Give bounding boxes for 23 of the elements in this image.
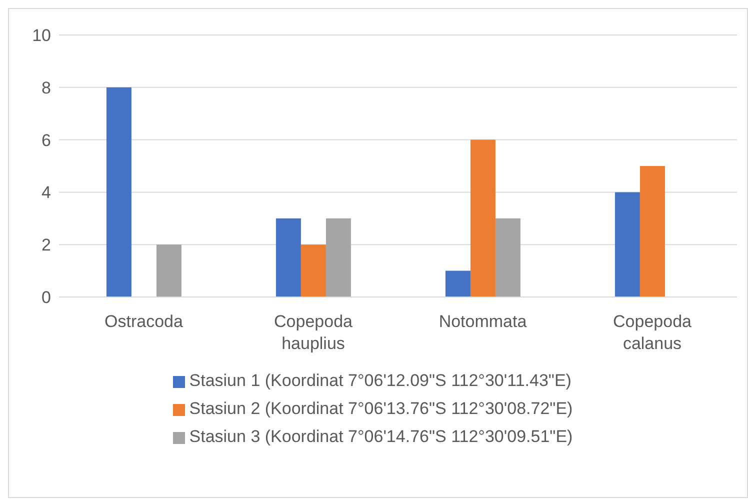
bar <box>276 218 301 297</box>
legend-label: Stasiun 1 (Koordinat 7°06'12.09"S 112°30'11.43"E) <box>189 371 572 390</box>
y-tick-label: 10 <box>32 26 51 46</box>
bar <box>300 244 326 297</box>
legend-label: Stasiun 3 (Koordinat 7°06'14.76"S 112°30'09.51"E) <box>189 427 573 446</box>
bar <box>495 218 520 297</box>
y-tick-label: 2 <box>42 236 51 255</box>
bar <box>326 218 351 297</box>
x-tick-label: Copepoda hauplius <box>274 312 354 353</box>
y-tick-label: 6 <box>42 130 51 150</box>
bar <box>106 87 132 297</box>
legend-label: Stasiun 2 (Koordinat 7°06'13.76"S 112°30'08.72"E) <box>189 399 573 418</box>
x-tick-label: Ostracoda <box>104 312 184 331</box>
bar <box>614 192 640 297</box>
y-tick-label: 8 <box>42 78 51 98</box>
bar <box>640 166 665 297</box>
y-tick-label: 4 <box>42 183 51 202</box>
bar <box>156 244 182 297</box>
bar <box>470 140 496 297</box>
x-tick-label: Copepoda calanus <box>613 312 692 353</box>
y-tick-label: 0 <box>42 288 51 308</box>
bar <box>445 270 470 297</box>
x-tick-label: Notommata <box>438 312 528 331</box>
